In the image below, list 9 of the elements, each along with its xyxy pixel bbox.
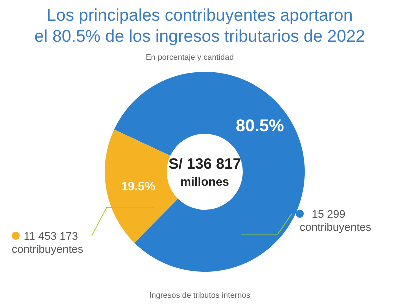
data-label: 80.5% [236, 116, 284, 136]
text: Ingresos de tributos internos [150, 291, 250, 300]
text: millones [180, 175, 230, 189]
text: S/ 136 817 [168, 156, 242, 173]
data-label: 19.5% [121, 179, 156, 194]
chart-subtitle: En porcentaje y cantidad [146, 53, 234, 62]
legend-label: 15 299 contribuyentes [300, 209, 372, 234]
legend-label: 11 453 173 contribuyentes [12, 231, 84, 256]
chart-title: Los principales contribuyentes aportaron el 80.5% de los ingresos tributarios de 2022 [34, 6, 366, 46]
